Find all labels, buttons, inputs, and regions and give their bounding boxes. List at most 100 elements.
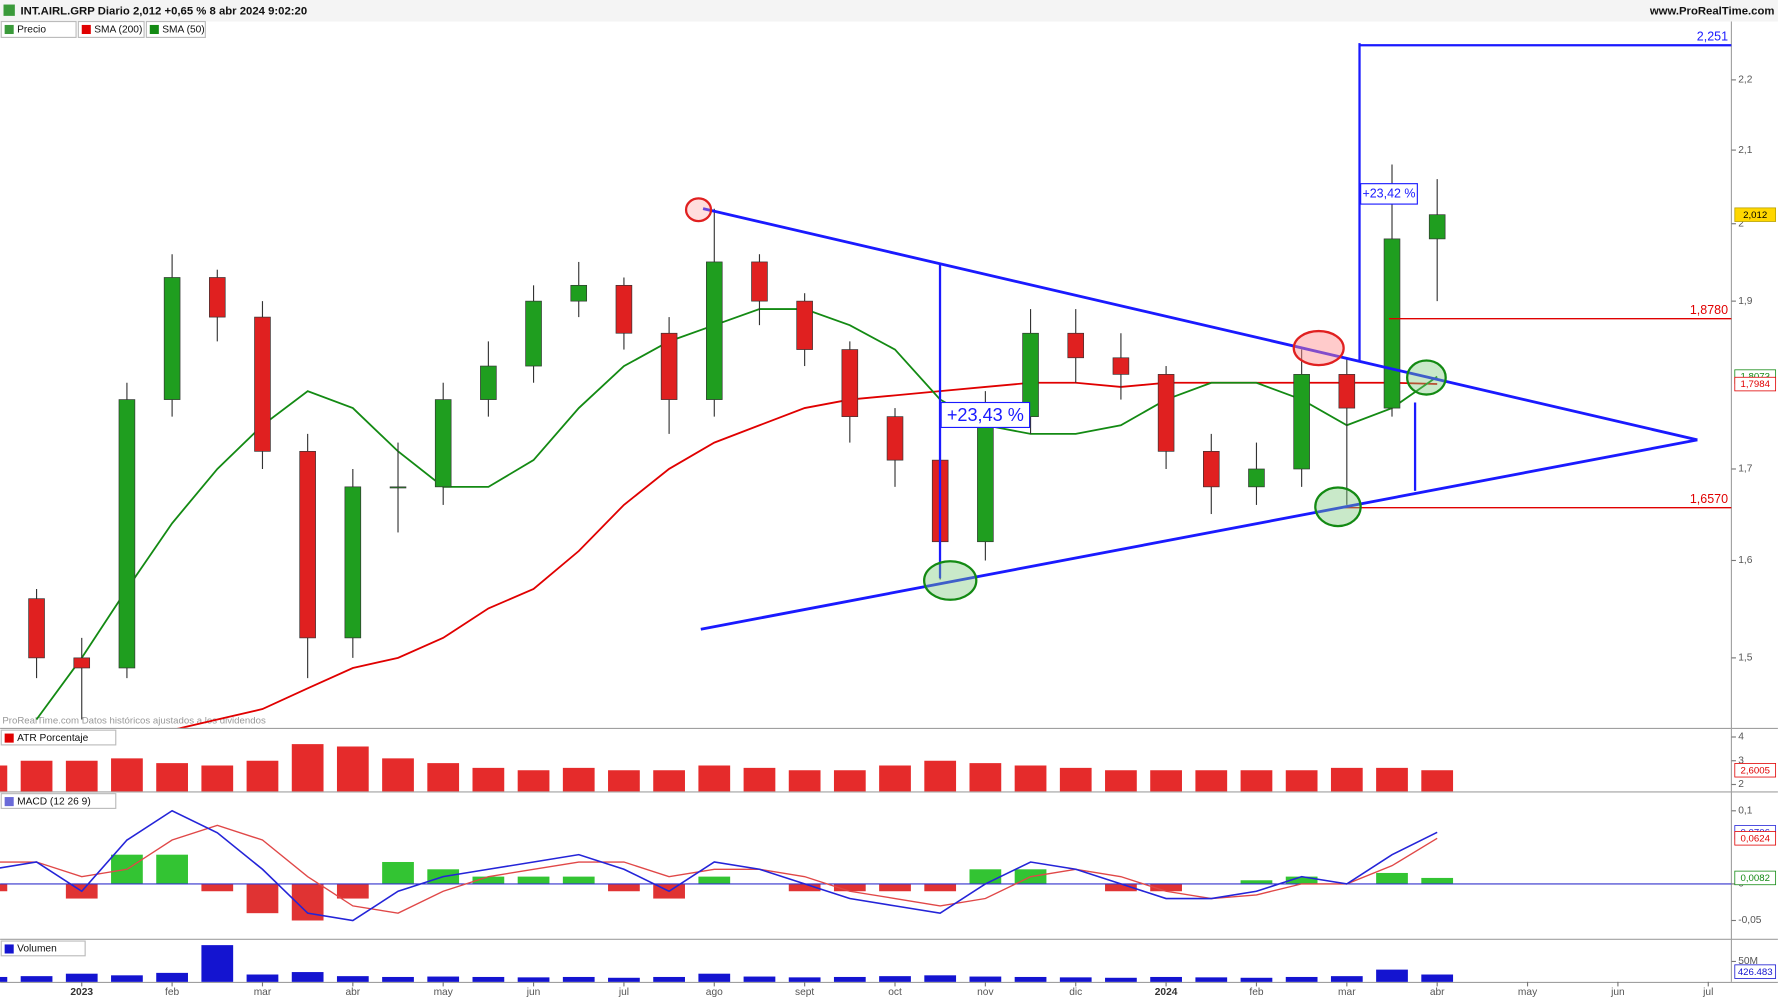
pane-title: MACD (12 26 9) [17, 796, 91, 807]
histogram-bar [246, 883, 279, 914]
candle-body [977, 416, 994, 543]
bar [1059, 767, 1092, 792]
pane-header[interactable] [0, 940, 86, 957]
bar [653, 976, 685, 982]
histogram-bar [788, 883, 821, 892]
bar [653, 770, 685, 792]
price-pane: 2,251 1,8780 1,6570 [28, 30, 1732, 728]
bar [879, 976, 911, 982]
bar [246, 760, 279, 792]
trendline[interactable] [700, 438, 1698, 631]
candle-body [841, 349, 859, 417]
marker-circle[interactable] [1406, 359, 1447, 396]
bar [1195, 977, 1228, 982]
candle-body [434, 399, 452, 488]
bar [0, 976, 8, 982]
candle-body [615, 284, 633, 334]
histogram-bar [472, 876, 505, 884]
candle-body [1428, 214, 1446, 240]
histogram-bar [517, 876, 550, 884]
y-tick-label: 1,9 [1738, 296, 1752, 307]
bar [382, 758, 414, 792]
x-tick-label: oct [888, 987, 902, 998]
candle-body [389, 486, 407, 489]
marker-circle[interactable] [1292, 329, 1345, 367]
bar [382, 976, 414, 982]
candle-body [1157, 374, 1175, 452]
bar [1376, 969, 1408, 982]
pane-swatch [4, 944, 14, 954]
bar [336, 746, 369, 792]
legend-swatch [149, 24, 159, 35]
legend-label: SMA (50) [162, 25, 204, 36]
value-tag-label: 1,7984 [1740, 379, 1770, 390]
histogram-bar [1150, 883, 1182, 892]
candle-body [1248, 468, 1265, 488]
candle-body [886, 416, 904, 461]
legend-box[interactable] [77, 20, 145, 38]
bar [1014, 976, 1047, 982]
marker-circle[interactable] [1314, 486, 1362, 528]
bar [1105, 770, 1137, 792]
bar [201, 945, 234, 982]
bar [743, 767, 776, 792]
candle-body [660, 332, 678, 400]
line-series [0, 824, 1438, 914]
bar [1059, 977, 1092, 982]
bar [291, 972, 324, 982]
histogram-bar [1285, 876, 1318, 884]
bar [336, 976, 369, 982]
candle-body [1112, 357, 1130, 375]
symbol-icon [3, 4, 15, 16]
bar [924, 760, 957, 792]
volume-pane [0, 945, 1454, 982]
candle-body [28, 598, 45, 659]
bar [1014, 765, 1047, 792]
value-tag-label: 2,012 [1743, 210, 1767, 221]
pane-header[interactable] [0, 793, 117, 809]
legend-box[interactable] [0, 20, 77, 38]
histogram-bar [879, 883, 911, 892]
bar [924, 975, 957, 982]
pane-title: ATR Porcentaje [17, 733, 88, 744]
y-tick-label: 2 [1738, 779, 1744, 790]
bar [1330, 976, 1363, 982]
source: www.ProRealTime.com [1649, 5, 1775, 17]
level-label: 2,251 [1697, 30, 1728, 44]
value-tag-label: 0,0082 [1740, 873, 1769, 884]
histogram-bar [833, 883, 866, 892]
annotation-box [940, 401, 1031, 429]
chart-title: INT.AIRL.GRP Diario 2,012 +0,65 % 8 abr … [21, 5, 308, 17]
candle-body [570, 284, 588, 302]
x-tick-label: 2023 [70, 987, 93, 998]
bar [291, 744, 324, 792]
bar [65, 760, 98, 792]
pane-swatch [4, 733, 14, 743]
watermark: ProRealTime.com Datos históricos ajustad… [2, 716, 266, 727]
candle-body [1383, 238, 1401, 409]
candle-body [751, 261, 768, 302]
candle-body [706, 261, 723, 400]
candle-body [525, 300, 542, 367]
legend-box[interactable] [145, 20, 206, 38]
histogram-bar [1105, 883, 1137, 892]
marker-circle[interactable] [684, 197, 713, 223]
bar [517, 977, 550, 982]
candle-body [480, 365, 497, 400]
bar [156, 972, 188, 982]
pane-header[interactable] [0, 729, 117, 746]
candle-body [1067, 332, 1085, 359]
bar [698, 765, 731, 792]
x-tick-label: abr [1430, 987, 1445, 998]
bar [20, 976, 53, 982]
overlay: 1,51,61,71,922,12,22,0121,80731,79842023… [70, 75, 1777, 998]
value-tag-label: 426.483 [1738, 967, 1773, 978]
marker-circle[interactable] [923, 560, 978, 601]
x-tick-label: jul [1702, 987, 1713, 998]
legend-label: SMA (200) [94, 25, 142, 36]
y-tick-label: 2 [1738, 218, 1744, 229]
bar [111, 975, 143, 982]
candle-body [299, 450, 316, 639]
bar [788, 977, 821, 982]
trendline[interactable] [702, 207, 1698, 442]
